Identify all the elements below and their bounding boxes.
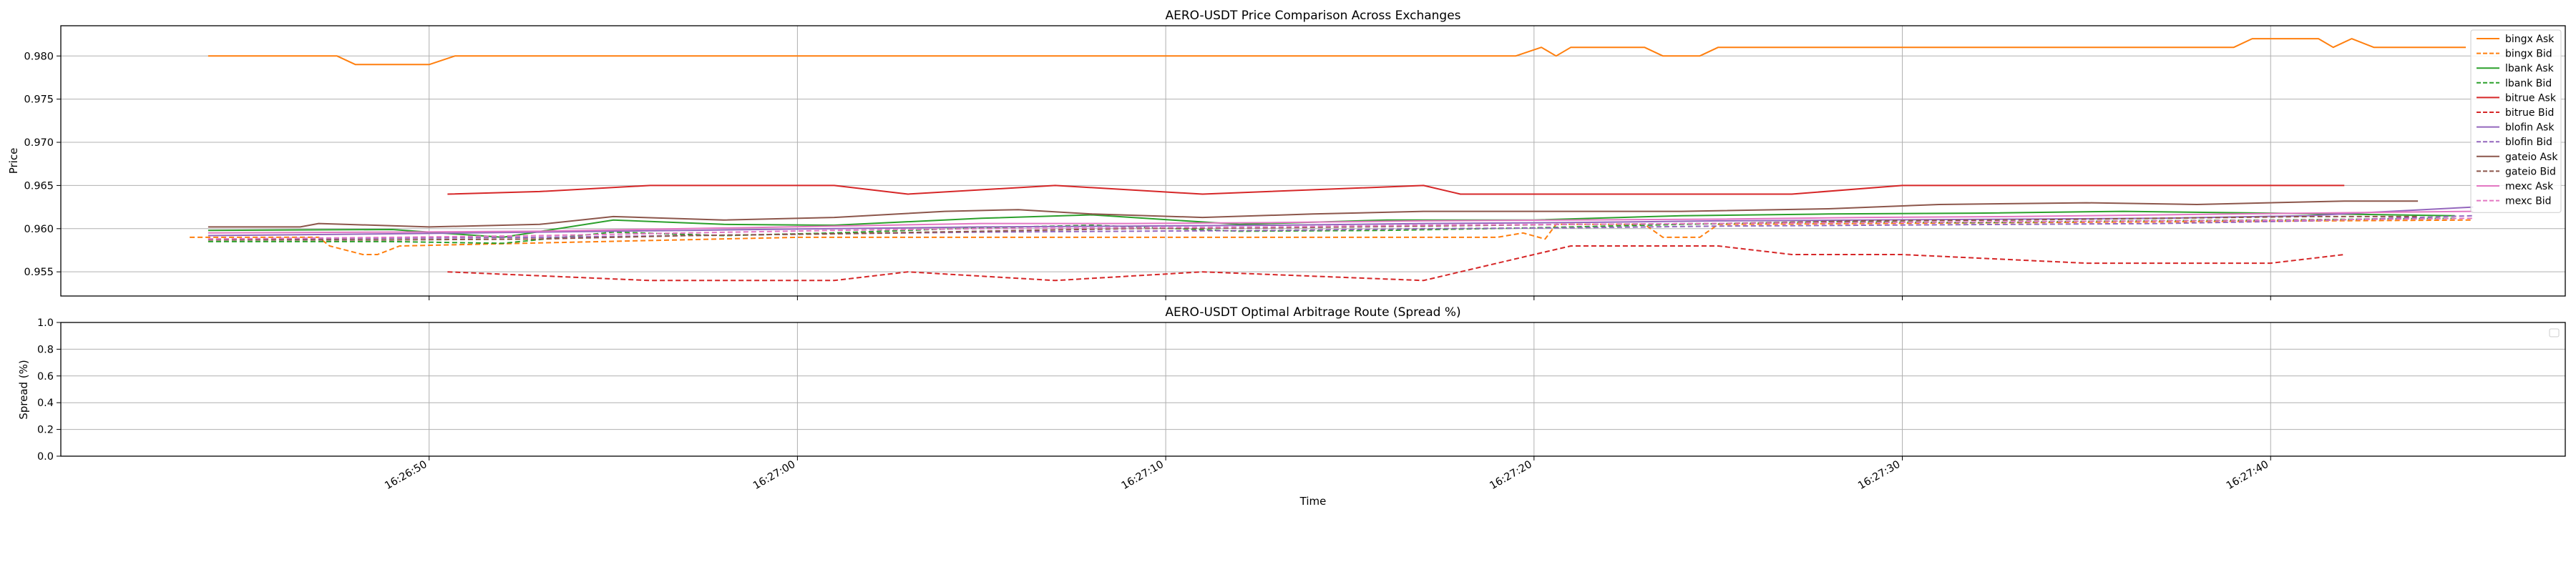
y-tick-label: 0.980	[24, 51, 54, 62]
legend-label: bingx Ask	[2505, 34, 2555, 45]
legend-label: blofin Ask	[2505, 122, 2555, 134]
y-tick-label: 0.8	[37, 344, 54, 355]
legend-label: lbank Ask	[2505, 63, 2555, 74]
series-line-blofin-ask	[208, 206, 2474, 237]
spread-y-axis-label: Spread (%)	[17, 360, 30, 420]
price-y-axis-label: Price	[7, 148, 20, 174]
legend-label: mexc Bid	[2505, 196, 2552, 207]
series-line-gateio-bid	[208, 215, 2419, 241]
spread-legend-empty	[2549, 328, 2560, 337]
x-axis-label: Time	[1299, 495, 1327, 508]
legend-label: bitrue Bid	[2505, 107, 2554, 119]
series-line-bingx-ask	[208, 38, 2466, 66]
spread-y-ticks: 0.0 0.2 0.4 0.6 0.8 1.0	[37, 317, 61, 463]
series-line-bitrue-bid	[447, 245, 2345, 282]
y-tick-label: 0.4	[37, 398, 54, 409]
y-tick-label: 0.960	[24, 224, 54, 235]
y-tick-label: 0.965	[24, 180, 54, 192]
price-legend: bingx Ask bingx Bid lbank Ask lbank Bid bitr…	[2470, 29, 2562, 213]
spread-chart-title: AERO-USDT Optimal Arbitrage Route (Sprea…	[1165, 305, 1460, 320]
legend-label: bingx Bid	[2505, 49, 2552, 60]
price-y-ticks: 0.955 0.960 0.965 0.970 0.975 0.980	[24, 51, 61, 278]
series-line-lbank-ask	[208, 210, 2455, 238]
legend-label: gateio Bid	[2505, 166, 2556, 177]
series-line-blofin-bid	[208, 214, 2474, 240]
series-line-mexc-ask	[208, 210, 2474, 234]
legend-label: gateio Ask	[2505, 152, 2558, 163]
series-line-mexc-bid	[208, 217, 2474, 240]
legend-label: lbank Bid	[2505, 78, 2552, 89]
series-line-bingx-bid	[190, 219, 2474, 255]
price-grid	[61, 26, 2565, 296]
legend-frame	[2470, 29, 2562, 213]
y-tick-label: 1.0	[37, 317, 54, 329]
legend-label: blofin Bid	[2505, 137, 2552, 148]
y-tick-label: 0.0	[37, 451, 54, 463]
series-line-gateio-ask	[208, 200, 2419, 228]
price-panel: 0.955 0.960 0.965 0.970 0.975 0.980 AERO-USDT…	[7, 9, 2566, 300]
legend-label: bitrue Ask	[2505, 92, 2557, 104]
y-tick-label: 0.975	[24, 94, 54, 106]
y-tick-label: 0.2	[37, 425, 54, 436]
price-chart-title: AERO-USDT Price Comparison Across Exchan…	[1165, 9, 1460, 23]
price-x-ticks	[429, 296, 2271, 300]
legend-label: mexc Ask	[2505, 181, 2554, 192]
price-axes-frame	[60, 25, 2566, 297]
spread-axes-frame	[60, 322, 2566, 457]
y-tick-label: 0.970	[24, 137, 54, 149]
price-series-group	[190, 38, 2474, 282]
y-tick-label: 0.6	[37, 371, 54, 383]
series-line-bitrue-ask	[447, 184, 2345, 195]
y-tick-label: 0.955	[24, 267, 54, 278]
